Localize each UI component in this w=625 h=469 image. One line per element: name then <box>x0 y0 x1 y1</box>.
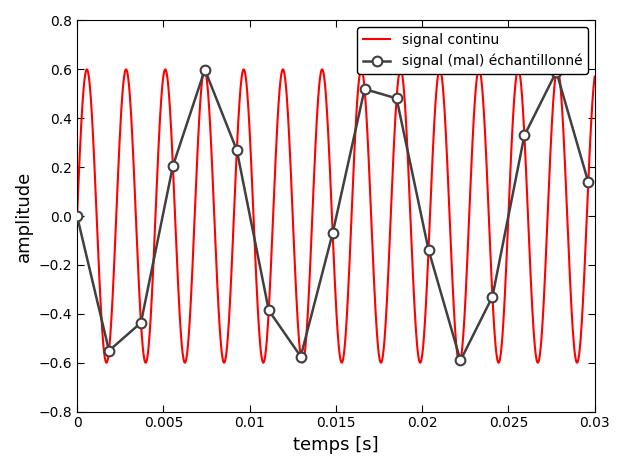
signal (mal) échantillonné <box>265 308 272 313</box>
signal continu <box>386 230 394 235</box>
Y-axis label: amplitude: amplitude <box>15 170 33 262</box>
signal (mal) échantillonné <box>489 294 496 299</box>
signal (mal) échantillonné <box>425 247 432 253</box>
signal continu <box>240 67 248 72</box>
Legend: signal continu, signal (mal) échantillonné: signal continu, signal (mal) échantillon… <box>357 28 588 74</box>
signal (mal) échantillonné <box>297 354 304 359</box>
signal continu <box>591 74 599 79</box>
Line: signal (mal) échantillonné: signal (mal) échantillonné <box>72 65 593 365</box>
signal (mal) échantillonné <box>169 163 177 169</box>
signal (mal) échantillonné <box>233 147 241 153</box>
signal (mal) échantillonné <box>521 133 528 138</box>
signal (mal) échantillonné <box>584 180 592 185</box>
signal (mal) échantillonné <box>457 358 464 363</box>
signal continu <box>215 308 222 314</box>
signal continu <box>451 312 458 318</box>
signal continu <box>416 360 424 365</box>
signal continu <box>73 213 81 219</box>
Line: signal continu: signal continu <box>77 69 595 363</box>
signal continu <box>431 107 439 113</box>
signal (mal) échantillonné <box>105 348 112 354</box>
signal continu <box>325 139 332 144</box>
signal (mal) échantillonné <box>393 96 401 101</box>
signal (mal) échantillonné <box>73 213 81 219</box>
signal continu <box>288 174 295 180</box>
signal (mal) échantillonné <box>361 86 368 92</box>
signal (mal) échantillonné <box>201 67 209 72</box>
signal (mal) échantillonné <box>552 69 560 75</box>
signal (mal) échantillonné <box>329 230 336 236</box>
X-axis label: temps [s]: temps [s] <box>293 436 379 454</box>
signal (mal) échantillonné <box>138 320 145 325</box>
